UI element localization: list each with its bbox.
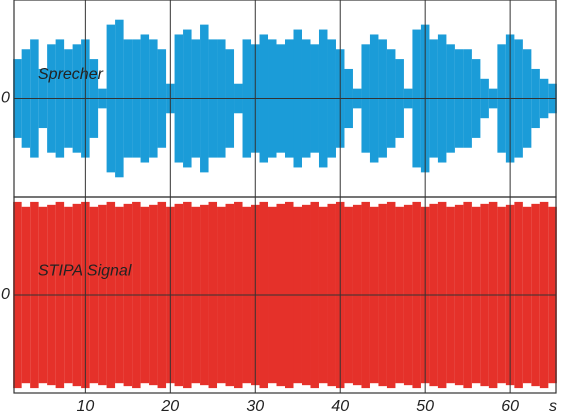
panel-border [13, 196, 557, 394]
x-tick-label: 10 [76, 398, 94, 415]
y-tick-label: 0 [1, 90, 10, 107]
x-tick-label: 50 [416, 398, 434, 415]
x-tick-label: 30 [246, 398, 264, 415]
x-tick-label: 20 [160, 398, 179, 415]
x-tick-label: 40 [331, 398, 349, 415]
series-label: Sprecher [38, 66, 104, 83]
y-tick-label: 0 [1, 286, 10, 303]
x-tick-label: 60 [501, 398, 519, 415]
x-axis-label: s [549, 398, 557, 415]
